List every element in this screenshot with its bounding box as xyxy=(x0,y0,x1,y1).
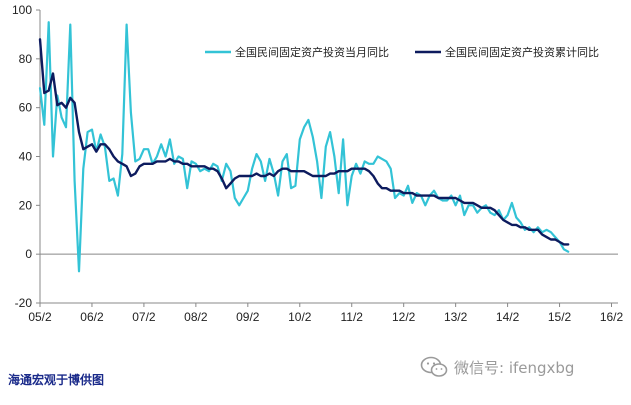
x-tick-label: 06/2 xyxy=(80,310,104,324)
x-tick-label: 07/2 xyxy=(132,310,156,324)
y-tick-label: 0 xyxy=(25,247,32,261)
y-tick-label: -20 xyxy=(15,296,33,310)
x-tick-label: 12/2 xyxy=(392,310,416,324)
y-tick-label: 60 xyxy=(19,101,33,115)
x-tick-label: 08/2 xyxy=(184,310,208,324)
watermark: 微信号: ifengxbg xyxy=(420,356,574,378)
y-tick-label: 40 xyxy=(19,150,33,164)
source-label: 海通宏观于博供图 xyxy=(8,373,105,387)
series-lines xyxy=(38,21,570,273)
axes xyxy=(36,9,618,307)
tick-labels: -20 0 20 40 60 80 100 05/2 06/2 07/2 08/2 09/2 10/2 1… xyxy=(12,3,624,324)
x-tick-label: 14/2 xyxy=(496,310,520,324)
y-tick-label: 20 xyxy=(19,198,33,212)
legend-label-1: 全国民间固定资产投资当月同比 xyxy=(235,45,389,59)
x-tick-label: 05/2 xyxy=(28,310,52,324)
y-tick-label: 80 xyxy=(19,52,33,66)
legend: 全国民间固定资产投资当月同比 全国民间固定资产投资累计同比 xyxy=(205,45,599,59)
legend-label-2: 全国民间固定资产投资累计同比 xyxy=(445,45,599,59)
x-tick-label: 11/2 xyxy=(340,310,363,324)
x-tick-label: 15/2 xyxy=(548,310,572,324)
x-tick-label: 09/2 xyxy=(236,310,260,324)
x-tick-label: 10/2 xyxy=(288,310,312,324)
series-line-1 xyxy=(38,21,570,273)
x-tick-label: 13/2 xyxy=(444,310,468,324)
x-tick-label: 16/2 xyxy=(600,310,624,324)
watermark-text: 微信号: ifengxbg xyxy=(454,358,575,377)
series-line-2 xyxy=(38,38,570,246)
y-tick-label: 100 xyxy=(12,3,32,17)
wechat-icon xyxy=(420,356,448,377)
